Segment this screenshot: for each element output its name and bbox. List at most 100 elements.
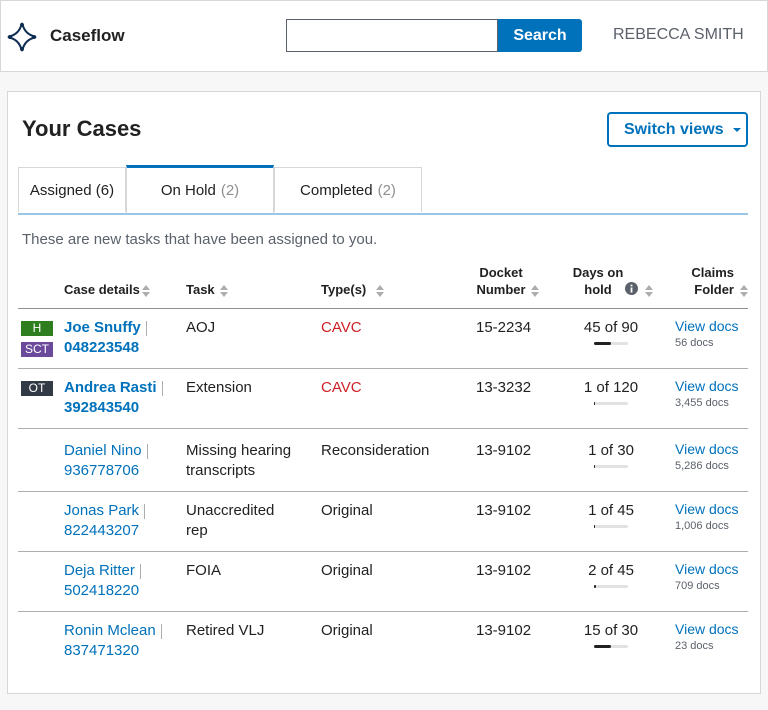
tab[interactable]: On Hold (2) [126, 165, 274, 213]
case-name[interactable]: Daniel Nino [64, 442, 142, 459]
column-header: Days on hold [572, 265, 624, 297]
type: Reconsideration [321, 442, 430, 459]
sort-icon [142, 284, 150, 297]
case-name[interactable]: Andrea Rasti [64, 379, 157, 396]
separator [144, 504, 145, 519]
days-bar-track [594, 342, 628, 345]
tab[interactable]: Completed (2) [274, 167, 422, 212]
view-docs-link[interactable]: View docs [675, 621, 739, 637]
task: Missing hearing transcripts [186, 442, 292, 479]
case-id[interactable]: 822443207 [64, 522, 140, 539]
separator [161, 624, 162, 639]
tab-label: Assigned (6) [29, 181, 115, 199]
tab-count: (2) [220, 182, 240, 199]
view-docs-link[interactable]: View docs [675, 561, 739, 577]
info-glyph [625, 282, 638, 295]
row-rule [18, 491, 748, 492]
case-id[interactable]: 048223548 [64, 339, 140, 356]
days-bar [594, 585, 596, 588]
search-button[interactable]: Search [498, 19, 582, 52]
days-bar [594, 465, 596, 468]
separator [162, 381, 163, 396]
days-bar-track [594, 402, 628, 405]
sort-arrows[interactable] [740, 285, 748, 297]
table-rule [18, 308, 748, 309]
task: FOIA [186, 562, 222, 579]
days-bar [594, 525, 595, 528]
description: These are new tasks that have been assig… [22, 231, 378, 248]
tab-label: Completed [300, 181, 373, 199]
docket: 13-9102 [476, 562, 532, 579]
badge: OT [21, 381, 53, 396]
row-rule [18, 368, 748, 369]
days-on-hold: 1 of 120 [583, 379, 639, 396]
search-input[interactable] [286, 19, 498, 52]
type: Original [321, 562, 373, 579]
days-bar-track [594, 645, 628, 648]
badge: SCT [21, 342, 53, 357]
sort-arrows[interactable] [220, 285, 228, 297]
info-icon [625, 282, 638, 295]
case-id[interactable]: 502418220 [64, 582, 140, 599]
switch-views-button[interactable]: Switch views [607, 112, 748, 147]
type: CAVC [321, 379, 362, 396]
switch-views-label: Switch views [624, 121, 724, 138]
sort-arrows[interactable] [531, 285, 539, 297]
days-on-hold: 1 of 30 [588, 442, 634, 459]
task: AOJ [186, 319, 216, 336]
case-name[interactable]: Jonas Park [64, 502, 140, 519]
view-docs-link[interactable]: View docs [675, 441, 739, 457]
sort-arrows[interactable] [142, 285, 150, 297]
doc-count: 709 docs [675, 580, 720, 592]
column-header: Task [186, 282, 215, 297]
row-rule [18, 611, 748, 612]
case-name[interactable]: Joe Snuffy [64, 319, 141, 336]
days-bar [594, 645, 611, 648]
type: Original [321, 622, 373, 639]
docket: 15-2234 [476, 319, 532, 336]
sort-icon [531, 284, 539, 297]
logo [7, 22, 37, 52]
days-on-hold: 15 of 30 [583, 622, 639, 639]
doc-count: 3,455 docs [675, 397, 729, 409]
view-docs-link[interactable]: View docs [675, 378, 739, 394]
days-on-hold: 1 of 45 [588, 502, 634, 519]
days-bar-track [594, 585, 628, 588]
column-header: Type(s) [321, 282, 367, 297]
task: Extension [186, 379, 252, 396]
doc-count: 23 docs [675, 640, 714, 652]
case-id[interactable]: 936778706 [64, 462, 140, 479]
row-rule [18, 551, 748, 552]
tab-count: (2) [377, 181, 396, 199]
sort-icon [220, 284, 228, 297]
days-on-hold: 45 of 90 [583, 319, 639, 336]
caret [732, 128, 741, 132]
doc-count: 5,286 docs [675, 460, 729, 472]
user-name[interactable]: REBECCA SMITH [613, 26, 744, 43]
case-name[interactable]: Deja Ritter [64, 562, 135, 579]
badge: H [21, 321, 53, 336]
column-header: Claims Folder [691, 265, 734, 297]
brand: Caseflow [50, 26, 125, 45]
tab-underline [18, 213, 748, 215]
type: Original [321, 502, 373, 519]
sort-icon [740, 284, 748, 297]
column-header: Case details [64, 282, 140, 297]
docket: 13-9102 [476, 442, 532, 459]
case-id[interactable]: 392843540 [64, 399, 140, 416]
days-on-hold: 2 of 45 [588, 562, 634, 579]
view-docs-link[interactable]: View docs [675, 318, 739, 334]
case-id[interactable]: 837471320 [64, 642, 140, 659]
docket: 13-9102 [476, 622, 532, 639]
case-name[interactable]: Ronin Mclean [64, 622, 156, 639]
sort-arrows[interactable] [645, 285, 653, 297]
row-rule [18, 428, 748, 429]
page-title: Your Cases [22, 116, 142, 141]
days-bar-track [594, 465, 628, 468]
tab[interactable]: Assigned (6) [18, 167, 126, 212]
view-docs-link[interactable]: View docs [675, 501, 739, 517]
docket: 13-3232 [476, 379, 532, 396]
sort-icon [645, 284, 653, 297]
sort-arrows[interactable] [376, 285, 384, 297]
